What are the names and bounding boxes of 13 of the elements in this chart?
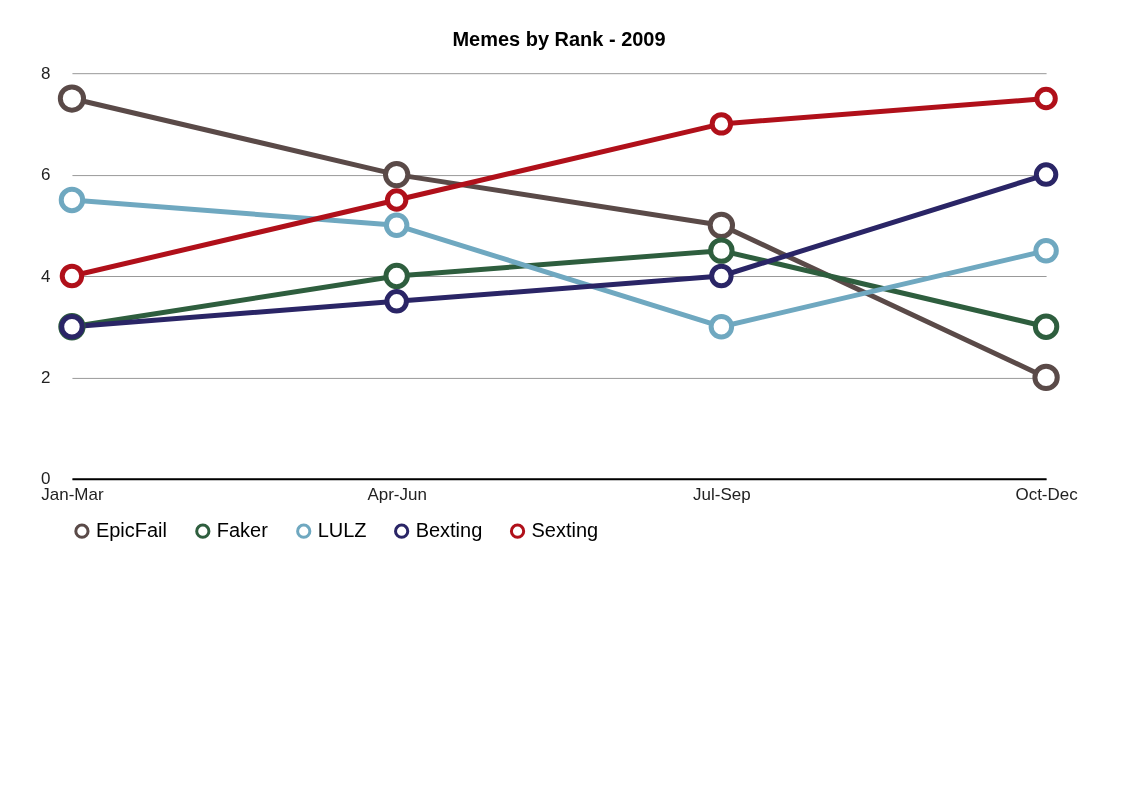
y-tick-label: 4	[41, 266, 51, 286]
x-tick-label: Oct-Dec	[1015, 485, 1079, 505]
legend-label: Bexting	[415, 519, 483, 542]
legend-label: Faker	[216, 519, 269, 542]
y-tick-label: 6	[41, 165, 51, 185]
y-tick-label: 2	[41, 367, 51, 387]
x-tick-label: Apr-Jun	[367, 485, 427, 505]
x-tick-label: Jul-Sep	[693, 485, 751, 505]
legend-label: EpicFail	[95, 519, 167, 542]
chart-title: Memes by Rank - 2009	[452, 28, 666, 51]
legend-label: Sexting	[531, 519, 599, 542]
legend-label: LULZ	[317, 519, 367, 542]
y-tick-label: 8	[41, 63, 51, 83]
